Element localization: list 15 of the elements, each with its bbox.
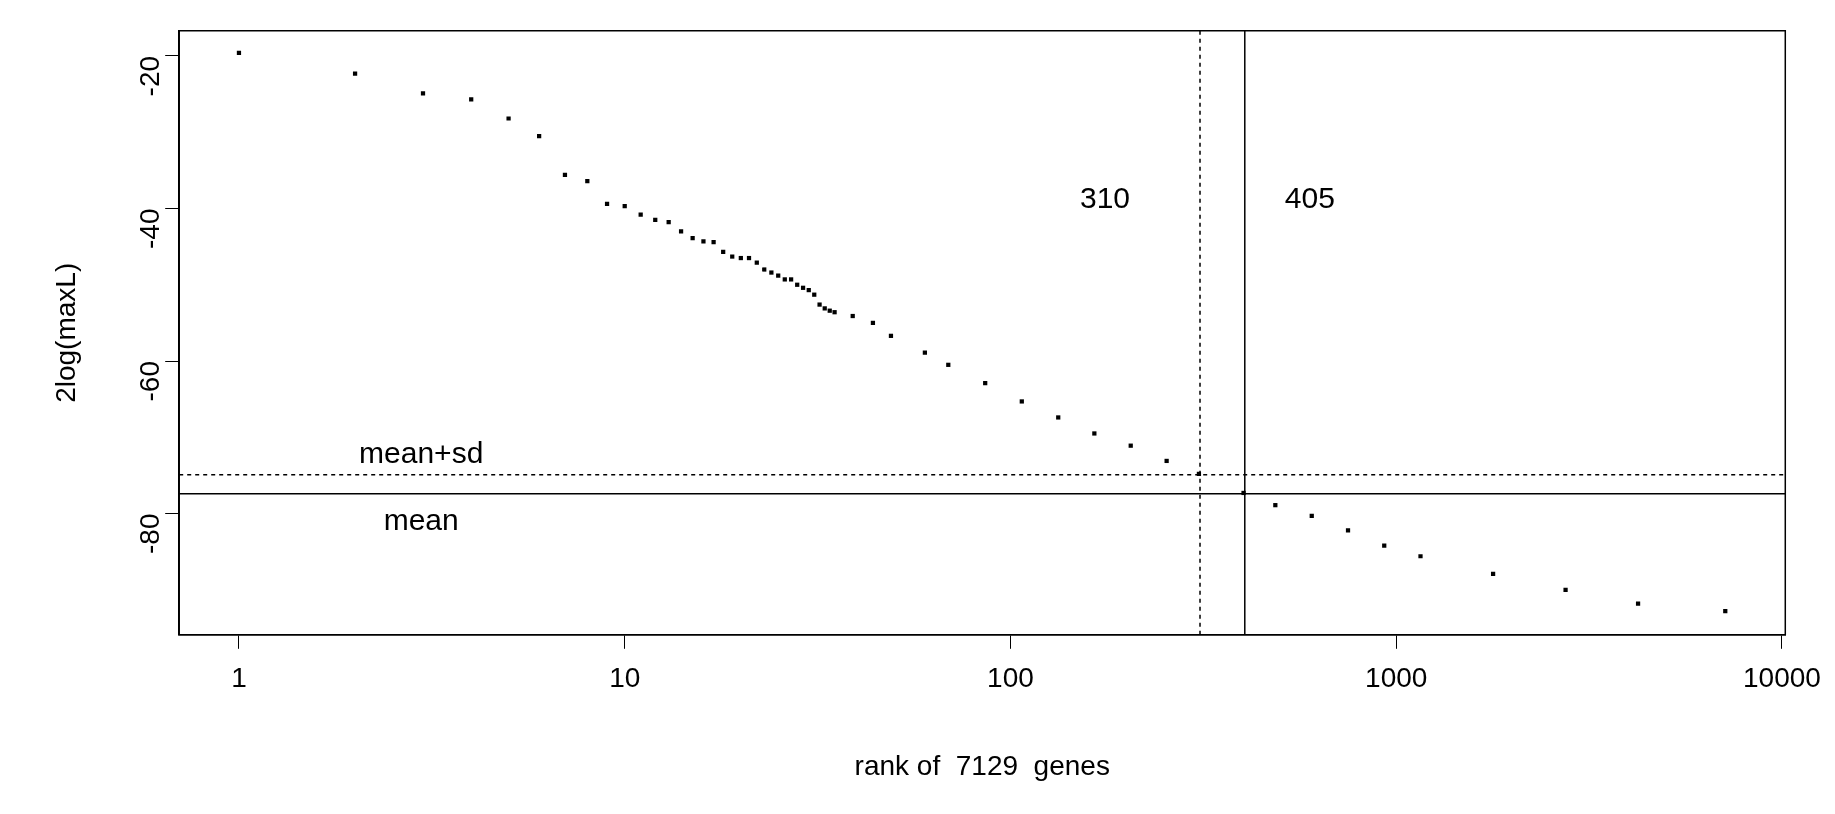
y-tick-label: -80 <box>133 513 165 555</box>
x-axis-title: rank of 7129 genes <box>854 749 1110 781</box>
y-tick-label: -40 <box>133 208 165 249</box>
ref-line-label: 310 <box>1079 181 1131 215</box>
x-tick-label: 1 <box>231 662 247 694</box>
x-tick-label: 1000 <box>1365 662 1428 694</box>
y-tick-label: -20 <box>133 55 165 97</box>
x-tick-label: 100 <box>987 662 1034 694</box>
ref-line-label: 405 <box>1284 181 1335 215</box>
y-axis-title: 2log(maxL) <box>49 262 81 403</box>
ref-line-label: mean <box>383 502 459 536</box>
x-tick-label: 10000 <box>1743 662 1821 694</box>
x-tick-label: 10 <box>609 662 641 694</box>
ref-line-label: mean+sd <box>359 435 484 469</box>
y-tick-label: -60 <box>133 361 165 402</box>
